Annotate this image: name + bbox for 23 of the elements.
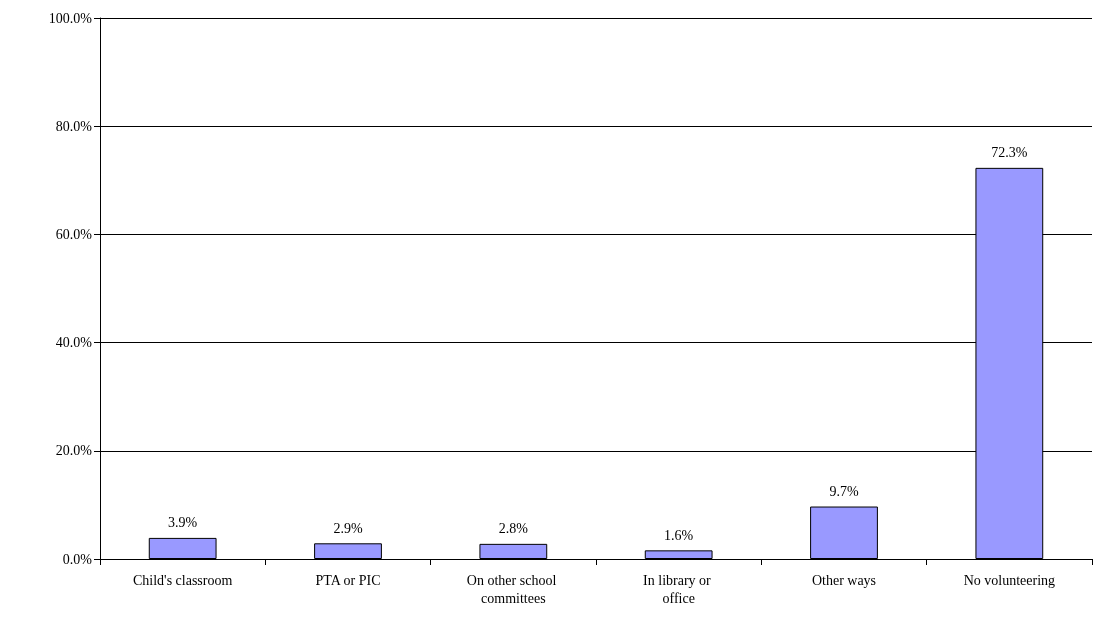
data-label: 2.8% <box>498 521 529 537</box>
bar <box>148 537 217 559</box>
bar <box>479 543 548 559</box>
x-tick-label: No volunteering <box>963 572 1056 588</box>
y-tick-label: 40.0% <box>55 335 93 351</box>
y-tick-label: 100.0% <box>48 10 93 26</box>
data-label: 9.7% <box>829 484 859 500</box>
data-label: 72.3% <box>991 145 1028 161</box>
y-tick-label: 20.0% <box>55 443 93 459</box>
x-tick-label: On other school committees <box>466 572 560 606</box>
y-tick-label: 0.0% <box>62 551 93 567</box>
x-tick-label: Other ways <box>811 572 877 588</box>
data-label: 2.9% <box>333 520 363 536</box>
bar <box>644 550 713 559</box>
y-tick-label: 80.0% <box>55 118 93 134</box>
bar <box>810 506 878 559</box>
y-tick-label: 60.0% <box>55 226 93 242</box>
x-tick-label: Child's classroom <box>132 572 233 588</box>
data-label: 1.6% <box>664 527 694 543</box>
x-tick-label: In library or office <box>643 572 715 606</box>
bar <box>314 543 382 559</box>
data-label: 3.9% <box>168 515 198 531</box>
x-tick-label: PTA or PIC <box>315 572 381 588</box>
